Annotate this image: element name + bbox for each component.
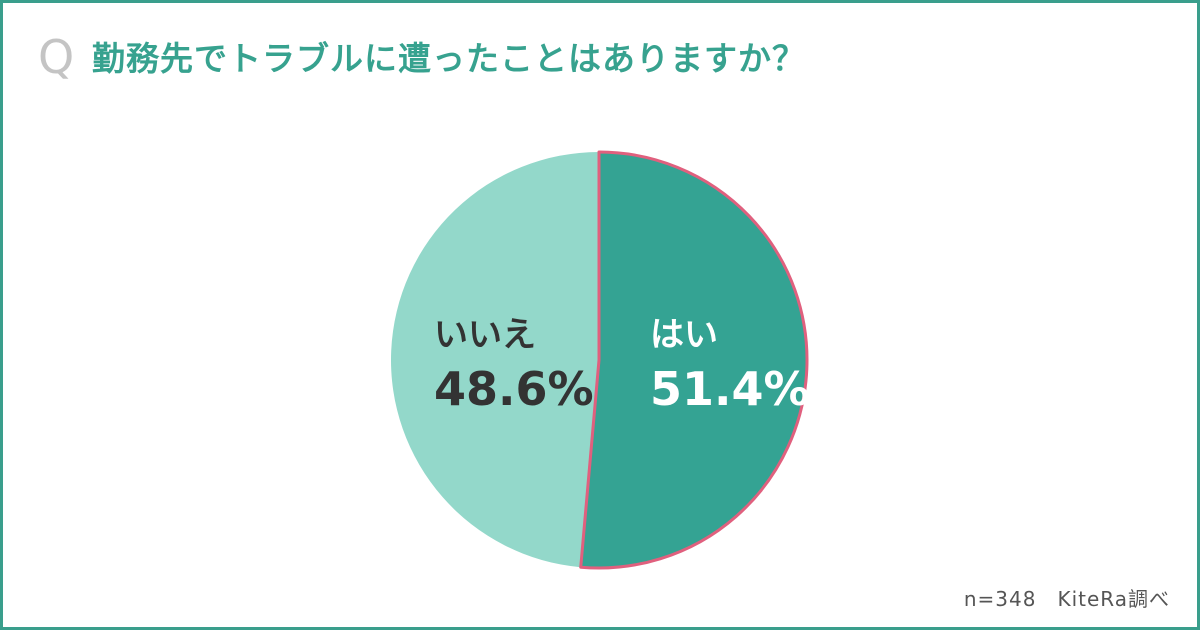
pie-slice-0 (579, 150, 809, 570)
slice-category-no: いいえ (434, 315, 536, 355)
slice-category-yes: はい (650, 315, 718, 355)
source-note: n=348 KiteRa調べ (963, 587, 1170, 611)
pie-slice-1 (390, 152, 599, 568)
chart-title: 勤務先でトラブルに遭ったことはありますか？ (92, 39, 806, 78)
question-mark-icon: Q (38, 30, 75, 84)
slice-value-yes: 51.4% (650, 362, 810, 416)
slice-value-no: 48.6% (434, 362, 594, 416)
slice-label-yes: はい 51.4% (650, 318, 810, 412)
slice-label-no: いいえ 48.6% (434, 318, 594, 412)
